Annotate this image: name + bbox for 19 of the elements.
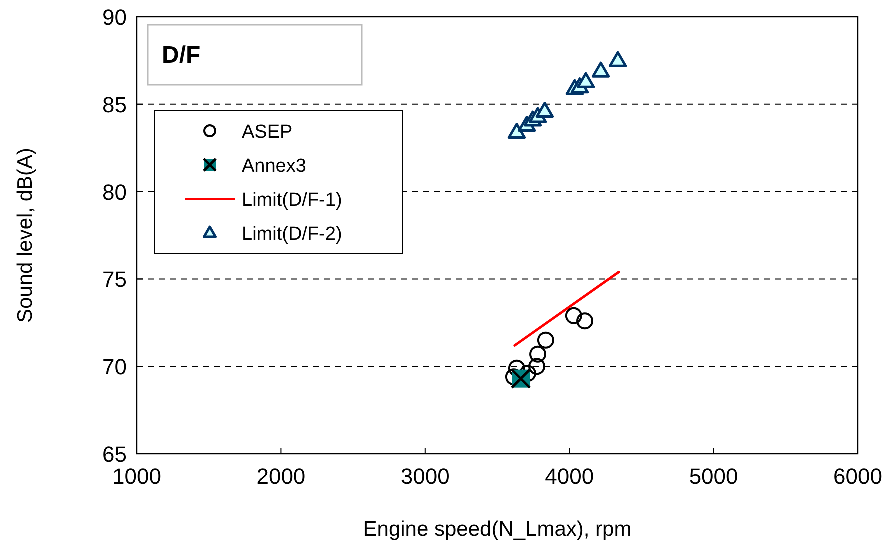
x-tick-label: 2000: [256, 464, 306, 489]
legend-label: Limit(D/F-1): [242, 190, 342, 211]
y-tick-label: 85: [102, 92, 127, 118]
y-axis-title: Sound level, dB(A): [14, 148, 37, 324]
x-tick-label: 1000: [112, 464, 162, 489]
y-tick-label: 80: [102, 180, 127, 205]
legend-label: ASEP: [242, 122, 293, 143]
x-tick-label: 6000: [834, 464, 882, 489]
x-axis-title: Engine speed(N_Lmax), rpm: [363, 518, 632, 541]
x-tick-label: 3000: [400, 464, 450, 489]
y-tick-label: 70: [102, 354, 127, 380]
x-tick-label: 5000: [689, 464, 738, 489]
legend-label: Limit(D/F-2): [242, 224, 342, 245]
legend-label: Annex3: [242, 156, 306, 177]
x-tick-label: 4000: [545, 464, 594, 489]
y-tick-label: 65: [102, 442, 127, 467]
y-tick-label: 75: [102, 267, 127, 292]
text: D/F: [162, 42, 201, 69]
y-tick-label: 90: [102, 5, 127, 30]
